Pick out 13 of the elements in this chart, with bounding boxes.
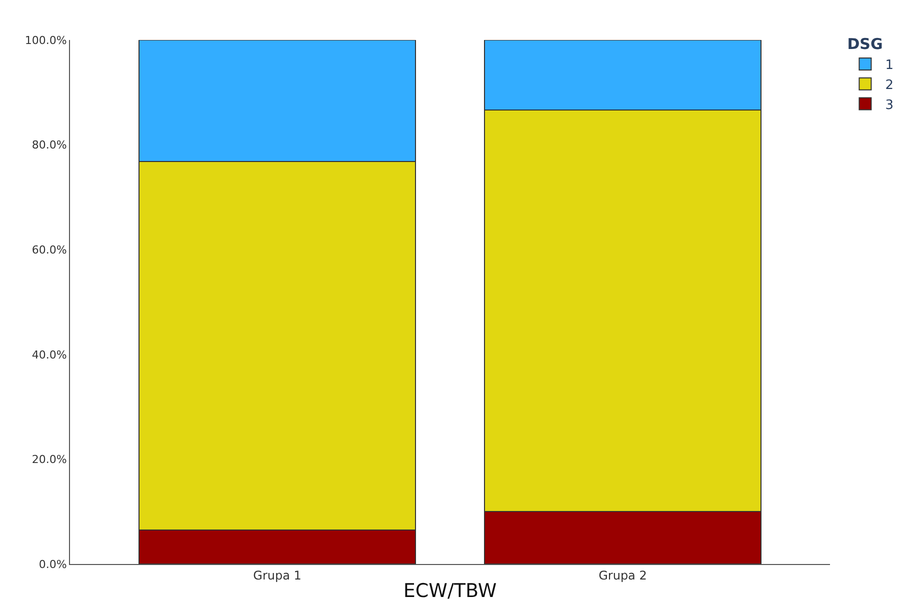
x-tick-label: Grupa 1: [253, 568, 302, 582]
legend-label: 1: [885, 58, 894, 74]
legend-title: DSG: [847, 35, 883, 54]
y-tick-label: 80.0%: [32, 138, 67, 152]
legend-label: 3: [885, 98, 894, 113]
y-tick-label: 60.0%: [32, 243, 67, 256]
legend-label: 2: [885, 78, 894, 93]
y-tick-label: 20.0%: [32, 453, 67, 466]
x-axis-title: ECW/TBW: [403, 580, 497, 602]
y-tick-label: 100.0%: [24, 34, 67, 47]
y-tick-label: 0.0%: [38, 558, 67, 571]
y-tick-label: 40.0%: [32, 348, 67, 362]
x-tick-label: Grupa 2: [598, 568, 647, 582]
